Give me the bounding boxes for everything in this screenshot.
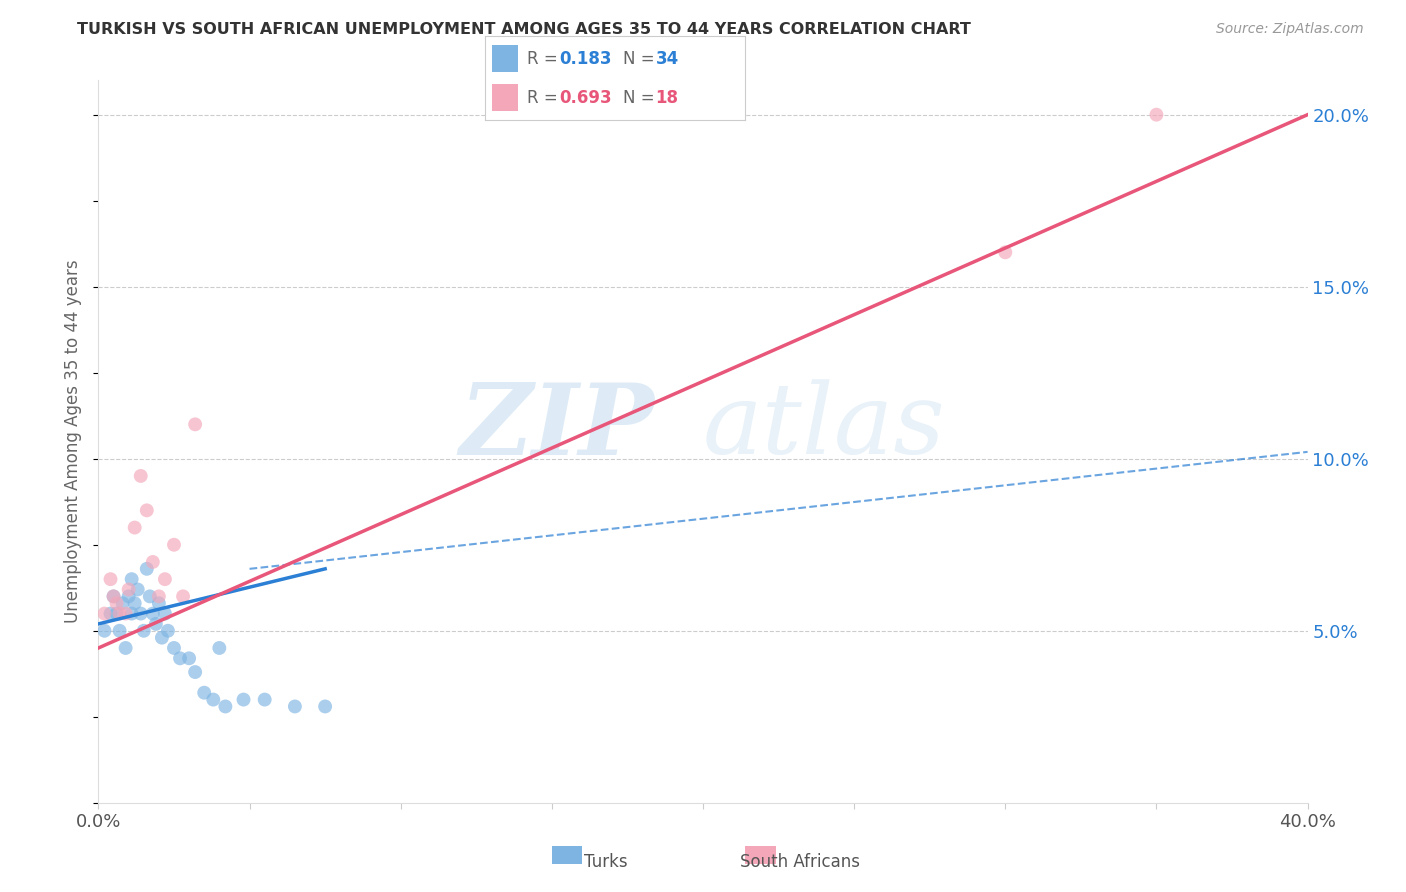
Text: 0.183: 0.183 — [560, 50, 612, 68]
Point — [150, 631, 173, 645]
Text: 18: 18 — [655, 88, 679, 106]
Point — [142, 607, 165, 621]
Text: N =: N = — [623, 50, 659, 68]
Point — [105, 607, 128, 621]
Point — [148, 590, 170, 604]
Text: atlas: atlas — [703, 379, 945, 475]
FancyBboxPatch shape — [745, 847, 776, 864]
Point — [163, 640, 186, 655]
Point — [184, 417, 207, 432]
Point — [127, 582, 149, 597]
FancyBboxPatch shape — [492, 84, 517, 112]
Point — [145, 616, 167, 631]
Point — [121, 572, 143, 586]
Point — [93, 624, 115, 638]
Point — [172, 590, 194, 604]
Text: R =: R = — [527, 88, 562, 106]
Point — [108, 607, 131, 621]
Point — [253, 692, 276, 706]
Point — [142, 555, 165, 569]
Text: N =: N = — [623, 88, 659, 106]
Point — [179, 651, 201, 665]
Text: 34: 34 — [655, 50, 679, 68]
Point — [100, 607, 122, 621]
Text: Turks: Turks — [585, 854, 628, 871]
Text: TURKISH VS SOUTH AFRICAN UNEMPLOYMENT AMONG AGES 35 TO 44 YEARS CORRELATION CHAR: TURKISH VS SOUTH AFRICAN UNEMPLOYMENT AM… — [77, 22, 972, 37]
Point — [169, 651, 191, 665]
Point — [148, 596, 170, 610]
Point — [994, 245, 1017, 260]
Point — [1144, 108, 1167, 122]
FancyBboxPatch shape — [551, 847, 582, 864]
Point — [135, 503, 157, 517]
Point — [193, 686, 215, 700]
Text: South Africans: South Africans — [740, 854, 859, 871]
Point — [135, 562, 157, 576]
Point — [108, 624, 131, 638]
Point — [118, 590, 141, 604]
Point — [284, 699, 307, 714]
Point — [314, 699, 336, 714]
Text: Source: ZipAtlas.com: Source: ZipAtlas.com — [1216, 22, 1364, 37]
Point — [214, 699, 236, 714]
Point — [208, 640, 231, 655]
Point — [124, 596, 146, 610]
Point — [100, 572, 122, 586]
Text: 0.693: 0.693 — [560, 88, 612, 106]
Text: R =: R = — [527, 50, 562, 68]
Y-axis label: Unemployment Among Ages 35 to 44 years: Unemployment Among Ages 35 to 44 years — [65, 260, 83, 624]
Point — [156, 624, 179, 638]
Point — [139, 590, 162, 604]
Point — [163, 538, 186, 552]
Point — [232, 692, 254, 706]
Point — [114, 607, 136, 621]
Point — [121, 607, 143, 621]
Point — [153, 607, 176, 621]
Point — [124, 520, 146, 534]
Point — [129, 469, 152, 483]
Point — [93, 607, 115, 621]
Point — [105, 596, 128, 610]
Text: ZIP: ZIP — [460, 379, 655, 475]
Point — [184, 665, 207, 679]
Point — [202, 692, 225, 706]
Point — [103, 590, 125, 604]
Point — [118, 582, 141, 597]
Point — [111, 596, 134, 610]
Point — [129, 607, 152, 621]
FancyBboxPatch shape — [492, 45, 517, 72]
Point — [153, 572, 176, 586]
Point — [132, 624, 155, 638]
Point — [114, 640, 136, 655]
Point — [103, 590, 125, 604]
